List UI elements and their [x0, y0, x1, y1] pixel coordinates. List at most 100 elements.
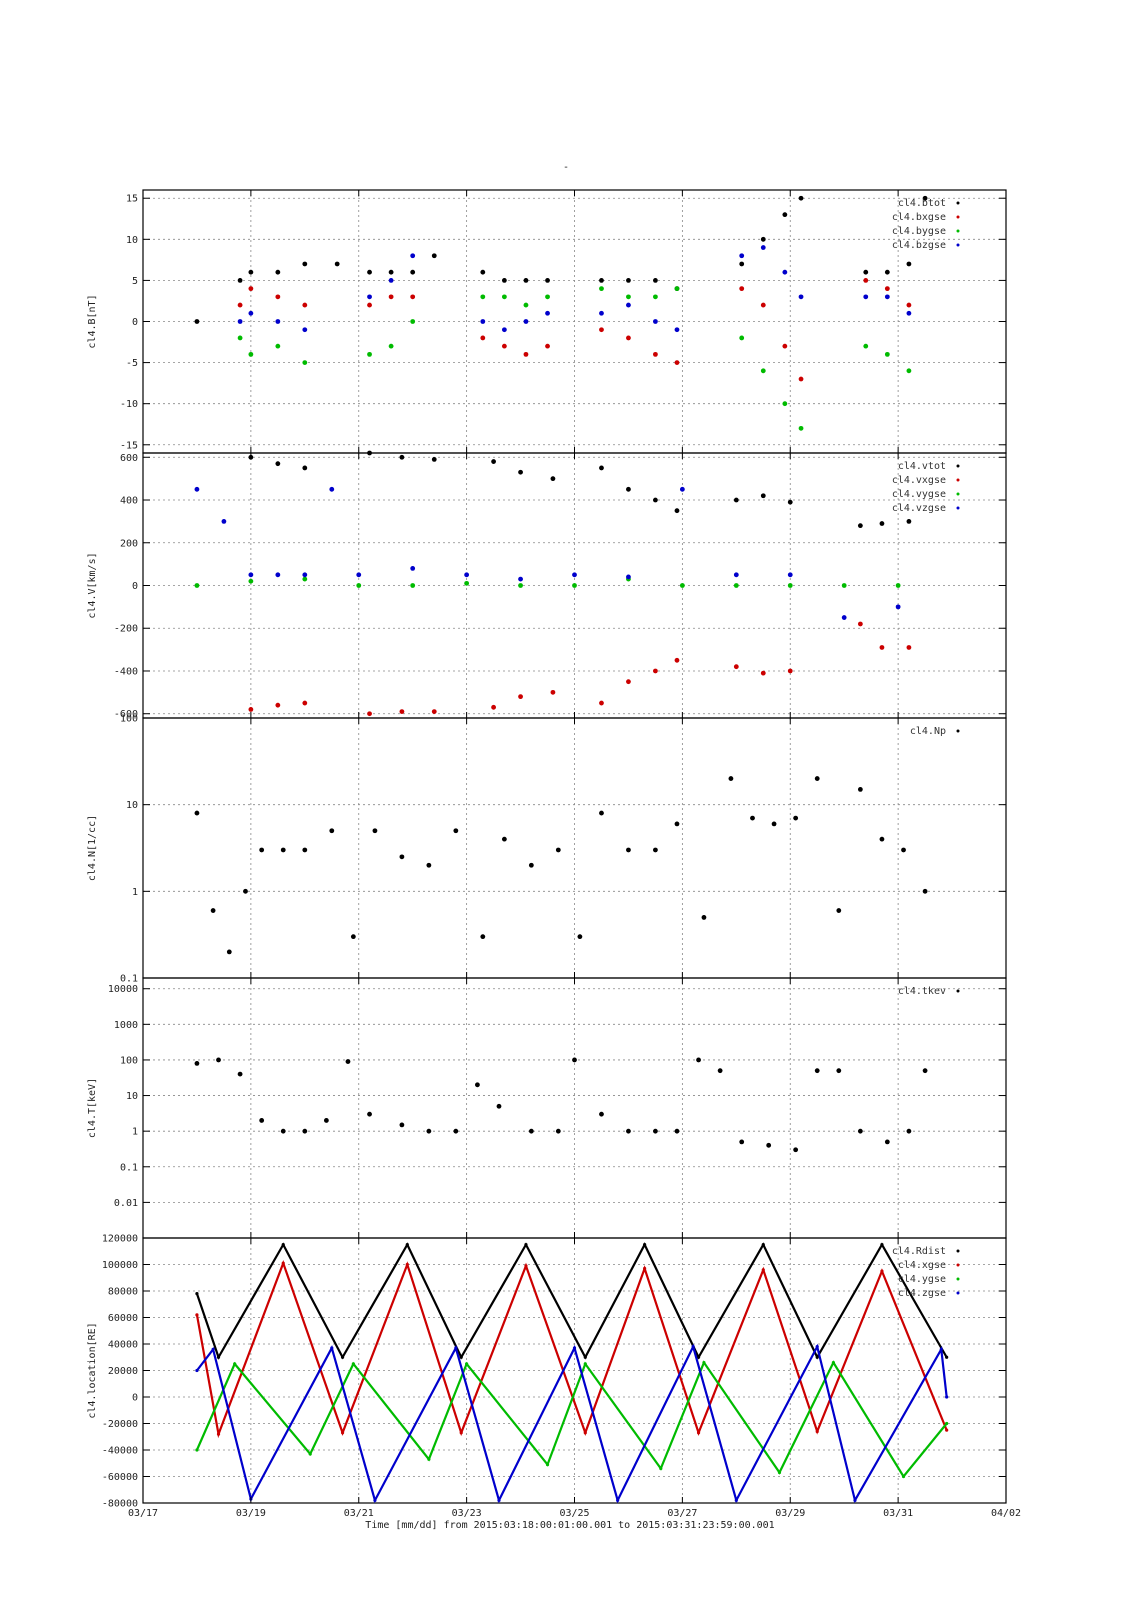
data-point: [853, 1498, 857, 1502]
data-point: [248, 572, 254, 578]
data-point: [922, 1068, 928, 1074]
data-point: [410, 583, 416, 588]
legend-marker: [956, 478, 960, 482]
data-point: [237, 302, 243, 308]
x-tick-label: 03/23: [452, 1508, 482, 1519]
legend-label: cl4.vzgse: [892, 503, 946, 514]
data-point: [555, 847, 561, 853]
data-point: [410, 253, 416, 259]
data-point: [906, 1128, 912, 1134]
data-point: [734, 1498, 738, 1502]
data-point: [226, 949, 232, 955]
data-point: [281, 1243, 285, 1247]
data-point: [545, 1462, 550, 1467]
series-cl4-vtot: [248, 450, 912, 529]
data-point: [643, 1243, 647, 1247]
series-cl4-vzgse: [194, 486, 901, 620]
y-axis-label: cl4.V[km/s]: [87, 552, 98, 618]
data-point: [674, 1128, 680, 1134]
data-point: [761, 1268, 765, 1272]
x-tick-label: 03/21: [344, 1508, 374, 1519]
data-point: [761, 1243, 765, 1247]
y-tick-label: 0: [132, 581, 138, 592]
data-point: [572, 572, 577, 578]
data-point: [275, 461, 281, 467]
data-point: [545, 278, 550, 283]
data-point: [599, 286, 604, 292]
data-point: [459, 1431, 463, 1435]
legend-marker: [956, 464, 960, 468]
data-point: [345, 1059, 351, 1064]
data-point: [399, 709, 405, 714]
y-tick-label: 200: [120, 538, 138, 549]
data-point: [626, 574, 631, 580]
data-point: [427, 1457, 431, 1461]
data-point: [787, 572, 793, 578]
series-cl4-ygse: [195, 1360, 949, 1479]
data-point: [340, 1431, 345, 1435]
data-point: [329, 828, 335, 834]
data-point: [831, 1360, 836, 1365]
data-point: [259, 1118, 265, 1123]
data-point: [523, 351, 529, 357]
data-point: [782, 401, 788, 407]
data-point: [599, 700, 604, 706]
data-point: [702, 1360, 706, 1365]
data-point: [739, 335, 745, 341]
data-point: [523, 319, 529, 324]
data-point: [431, 709, 437, 714]
y-tick-label: -600: [114, 709, 138, 720]
data-point: [367, 450, 372, 456]
data-point: [330, 1346, 334, 1350]
data-point: [308, 1452, 312, 1456]
y-tick-label: 10: [126, 800, 138, 811]
y-tick-label: 1000: [114, 1020, 138, 1031]
y-tick-label: -200: [114, 624, 138, 635]
data-point: [194, 583, 200, 588]
y-tick-label: 0.1: [120, 974, 138, 985]
data-point: [237, 319, 243, 324]
data-point: [405, 1262, 409, 1267]
panel-2: -600 -400 -200 0 200 400 600 cl4.V[km/s] cl4.vto…: [87, 450, 1007, 720]
data-point: [248, 310, 254, 316]
data-point: [302, 261, 308, 267]
data-point: [405, 1243, 409, 1247]
series-cl4-zgse: [195, 1343, 949, 1504]
y-tick-label: -400: [114, 666, 138, 677]
y-tick-label: 80000: [108, 1287, 138, 1298]
data-point: [880, 1243, 884, 1247]
data-point: [367, 302, 372, 308]
data-point: [760, 245, 766, 250]
x-axis: 03/17 03/19 03/21 03/23 03/25 03/27 03/29 03/31…: [128, 190, 1021, 1519]
y-tick-label: 100: [120, 1055, 138, 1066]
data-point: [480, 934, 486, 940]
data-point: [248, 286, 254, 292]
data-point: [798, 195, 804, 201]
data-point: [906, 368, 912, 374]
data-point: [524, 1243, 528, 1247]
data-point: [674, 286, 680, 292]
data-point: [701, 915, 707, 920]
data-point: [528, 862, 534, 868]
data-point: [922, 195, 928, 201]
data-point: [259, 847, 265, 853]
data-point: [194, 319, 200, 324]
data-point: [945, 1355, 949, 1359]
data-point: [599, 310, 604, 316]
data-point: [410, 319, 416, 324]
data-point: [248, 578, 254, 584]
y-tick-label: -20000: [102, 1419, 138, 1430]
data-point: [399, 454, 405, 460]
data-point: [545, 294, 550, 300]
legend-label: cl4.vxgse: [892, 475, 946, 486]
data-point: [356, 583, 362, 588]
legend-marker: [956, 215, 960, 219]
data-point: [653, 668, 658, 674]
data-point: [901, 1474, 906, 1479]
data-point: [523, 278, 529, 283]
data-point: [572, 583, 577, 588]
data-point: [653, 1128, 658, 1134]
data-point: [518, 576, 523, 582]
data-point: [399, 854, 405, 860]
